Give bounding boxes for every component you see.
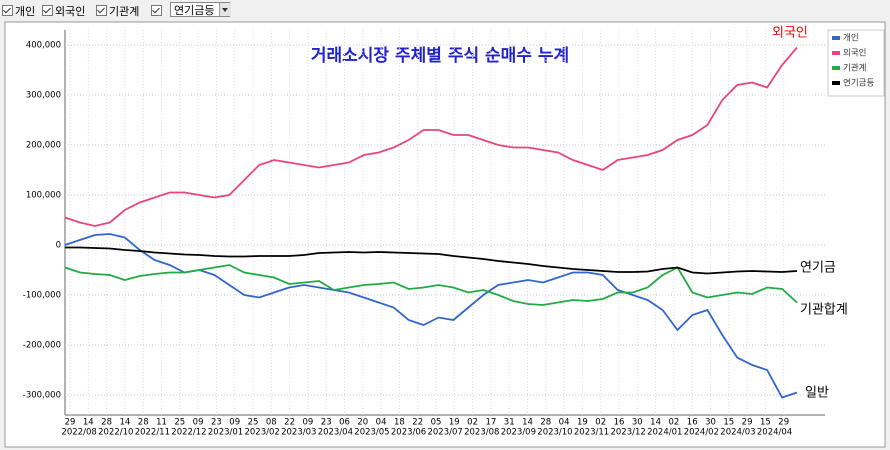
x-tick-label: 30 (705, 418, 716, 428)
x-tick-label: 19 (449, 418, 460, 428)
x-group-label: 2023/05 (354, 428, 389, 438)
x-group-label: 2023/12 (610, 428, 645, 438)
x-group-label: 2023/01 (208, 428, 243, 438)
series-line (64, 264, 798, 306)
x-tick-label: 14 (83, 418, 94, 428)
x-group-label: 2023/03 (281, 428, 316, 438)
checkbox-label: 개인 (15, 4, 36, 18)
x-tick-label: 28 (540, 418, 551, 428)
x-tick-label: 14 (119, 418, 130, 428)
x-tick-label: 16 (687, 418, 698, 428)
x-tick-label: 25 (174, 418, 185, 428)
x-tick-label: 28 (138, 418, 149, 428)
x-tick-label: 09 (229, 418, 240, 428)
x-group-label: 2023/10 (537, 428, 572, 438)
legend-swatch (832, 81, 840, 85)
checkbox-label: 기관계 (109, 4, 140, 18)
legend-label: 개인 (843, 33, 859, 44)
x-tick-label: 23 (321, 418, 332, 428)
y-tick-label: -300,000 (23, 391, 61, 401)
x-tick-label: 05 (431, 418, 442, 428)
x-group-label: 2024/04 (757, 428, 792, 438)
x-tick-label: 31 (504, 418, 515, 428)
legend-label: 기관계 (843, 63, 866, 74)
annotation: 일반 (805, 386, 829, 401)
x-tick-label: 06 (339, 418, 350, 428)
x-tick-label: 11 (156, 418, 167, 428)
x-group-label: 2022/10 (98, 428, 133, 438)
x-tick-label: 29 (65, 418, 76, 428)
x-tick-label: 02 (595, 418, 606, 428)
dropdown-arrow[interactable] (219, 3, 231, 16)
x-tick-label: 19 (577, 418, 588, 428)
checkbox[interactable]: 기관계 (96, 4, 140, 18)
x-tick-label: 30 (632, 418, 643, 428)
legend-box (827, 29, 885, 97)
x-tick-label: 08 (266, 418, 277, 428)
y-tick-label: 200,000 (26, 141, 61, 151)
toolbar: 개인 외국인 기관계 연기금등 (0, 0, 890, 20)
x-tick-label: 09 (302, 418, 313, 428)
checkbox[interactable]: 외국인 (42, 4, 86, 18)
x-group-label: 2023/06 (391, 428, 426, 438)
chart-panel (4, 21, 886, 448)
y-tick-label: 400,000 (26, 41, 61, 51)
x-tick-label: 23 (211, 418, 222, 428)
x-tick-label: 15 (760, 418, 771, 428)
annotation: 기관합계 (800, 303, 848, 318)
x-tick-label: 15 (723, 418, 734, 428)
x-tick-label: 28 (101, 418, 112, 428)
x-tick-label: 04 (559, 418, 570, 428)
x-tick-label: 20 (357, 418, 368, 428)
x-tick-label: 14 (650, 418, 661, 428)
x-group-label: 2023/07 (427, 428, 462, 438)
x-tick-label: 17 (485, 418, 496, 428)
x-tick-label: 25 (248, 418, 259, 428)
legend-label: 외국인 (843, 48, 866, 59)
checkbox[interactable] (151, 4, 164, 17)
x-tick-label: 04 (376, 418, 387, 428)
legend-swatch (832, 66, 840, 70)
checkbox[interactable]: 개인 (2, 4, 36, 18)
x-tick-label: 22 (284, 418, 295, 428)
y-tick-label: 0 (56, 241, 61, 251)
x-tick-label: 02 (467, 418, 478, 428)
x-tick-label: 16 (614, 418, 625, 428)
x-group-label: 2023/11 (574, 428, 609, 438)
x-group-label: 2024/02 (684, 428, 719, 438)
x-group-label: 2023/08 (464, 428, 499, 438)
x-tick-label: 09 (193, 418, 204, 428)
x-group-label: 2023/09 (501, 428, 536, 438)
legend-swatch (832, 36, 840, 40)
x-tick-label: 29 (778, 418, 789, 428)
x-group-label: 2023/02 (244, 428, 279, 438)
x-group-label: 2022/08 (61, 428, 96, 438)
legend-label: 연기금등 (843, 79, 874, 89)
checkbox-label: 외국인 (55, 4, 86, 18)
chart-title: 거래소시장 주체별 주식 순매수 누계 (311, 46, 569, 66)
x-group-label: 2022/11 (135, 428, 170, 438)
x-tick-label: 29 (742, 418, 753, 428)
x-group-label: 2022/12 (171, 428, 206, 438)
series-line (64, 46, 798, 227)
x-tick-label: 14 (522, 418, 533, 428)
x-group-label: 2024/03 (720, 428, 755, 438)
x-group-label: 2023/04 (318, 428, 353, 438)
x-tick-label: 18 (394, 418, 405, 428)
y-tick-label: 300,000 (26, 91, 61, 101)
x-tick-label: 22 (412, 418, 423, 428)
legend-swatch (832, 51, 840, 55)
x-group-label: 2024/01 (647, 428, 682, 438)
annotation: 연기금 (800, 261, 836, 276)
y-tick-label: -200,000 (23, 341, 61, 351)
y-tick-label: 100,000 (26, 191, 61, 201)
series-line (65, 246, 798, 275)
x-tick-label: 02 (668, 418, 679, 428)
annotation: 외국인 (772, 26, 808, 41)
y-tick-label: -100,000 (23, 291, 61, 301)
